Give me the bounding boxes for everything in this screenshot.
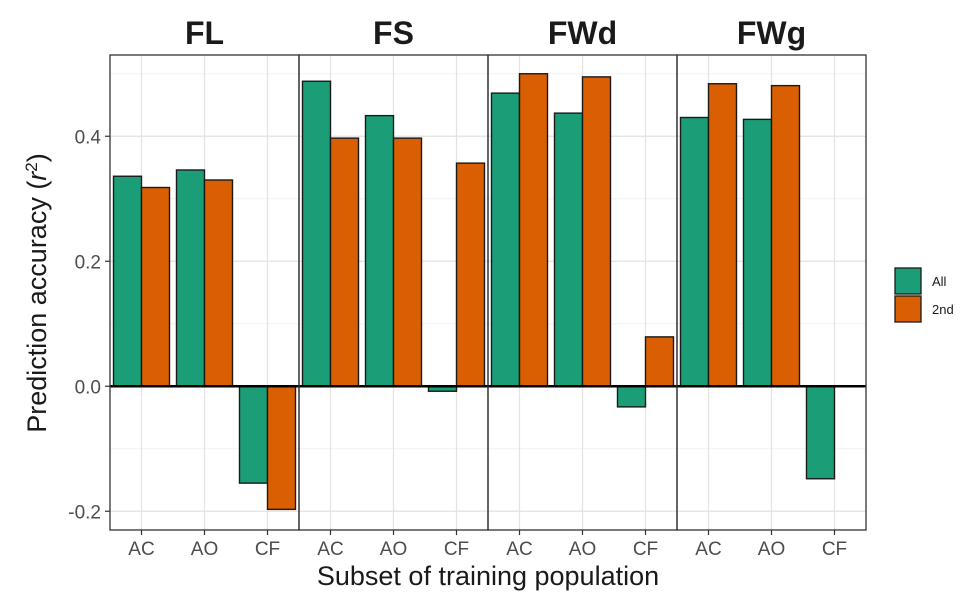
facet-title-FWd: FWd: [548, 15, 617, 51]
bar-FL-AO-2nd: [203, 179, 234, 387]
bar-FWg-AC-2nd: [707, 83, 738, 387]
y-tick-label: 0.2: [75, 252, 101, 273]
facet-title-FL: FL: [185, 15, 224, 51]
y-axis-title-main: Prediction accuracy (: [22, 181, 52, 433]
y-axis-title-var: r: [22, 171, 52, 181]
x-tick-label: AC: [317, 539, 343, 560]
y-axis-title: Prediction accuracy (r2): [22, 153, 53, 433]
bar-FWg-CF-All: [805, 385, 836, 480]
x-tick-label: AO: [758, 539, 785, 560]
legend-key-All: [894, 267, 922, 295]
bar-FWd-CF-2nd: [644, 336, 675, 387]
x-tick-label: AC: [506, 539, 532, 560]
bar-FL-CF-All: [238, 385, 269, 484]
bar-FWd-AO-All: [553, 112, 584, 387]
facet-title-FS: FS: [373, 15, 414, 51]
panel-border: [676, 54, 867, 531]
bar-FL-AC-2nd: [140, 186, 171, 387]
bar-FWd-AC-2nd: [518, 73, 549, 387]
x-axis-title: Subset of training population: [317, 561, 659, 591]
y-axis-title-sup: 2: [22, 162, 41, 171]
y-tick-label: -0.2: [68, 502, 101, 523]
y-axis-title-close: ): [22, 153, 52, 162]
bar-FWg-AO-All: [742, 118, 773, 387]
bar-FWd-AO-2nd: [581, 76, 612, 387]
x-tick-label: CF: [633, 539, 658, 560]
x-tick-label: CF: [444, 539, 469, 560]
bars-layer: [112, 73, 836, 511]
bar-FWd-CF-All: [616, 385, 647, 408]
bar-FL-AO-All: [175, 169, 206, 387]
facet-title-FWg: FWg: [737, 15, 806, 51]
bar-FWg-AO-2nd: [770, 84, 801, 387]
frame-layer: [105, 54, 867, 535]
bar-FS-CF-2nd: [455, 162, 486, 387]
x-tick-label: CF: [255, 539, 280, 560]
bar-FS-AC-All: [301, 80, 332, 387]
x-tick-label: AC: [128, 539, 154, 560]
legend-label-2nd: 2nd: [932, 302, 954, 317]
y-tick-label: 0.0: [75, 377, 101, 398]
x-tick-label: AO: [191, 539, 218, 560]
bar-FS-AC-2nd: [329, 137, 360, 387]
bar-FWd-AC-All: [490, 92, 521, 387]
legend-label-All: All: [932, 274, 947, 289]
bar-FL-AC-All: [112, 175, 143, 387]
bar-FL-CF-2nd: [266, 385, 297, 511]
legend: All 2nd: [894, 267, 954, 323]
text-layer: AC AO CF FL AC AO CF FS AC AO CF FWd AC AO CF FWg -0.2 0.…: [68, 15, 847, 560]
x-tick-label: AC: [695, 539, 721, 560]
bar-FWg-AC-All: [679, 116, 710, 387]
bar-FS-AO-All: [364, 114, 395, 387]
x-tick-label: CF: [822, 539, 847, 560]
legend-key-2nd: [894, 295, 922, 323]
x-tick-label: AO: [569, 539, 596, 560]
x-tick-label: AO: [380, 539, 407, 560]
y-tick-label: 0.4: [75, 127, 102, 148]
bar-FS-AO-2nd: [392, 137, 423, 387]
